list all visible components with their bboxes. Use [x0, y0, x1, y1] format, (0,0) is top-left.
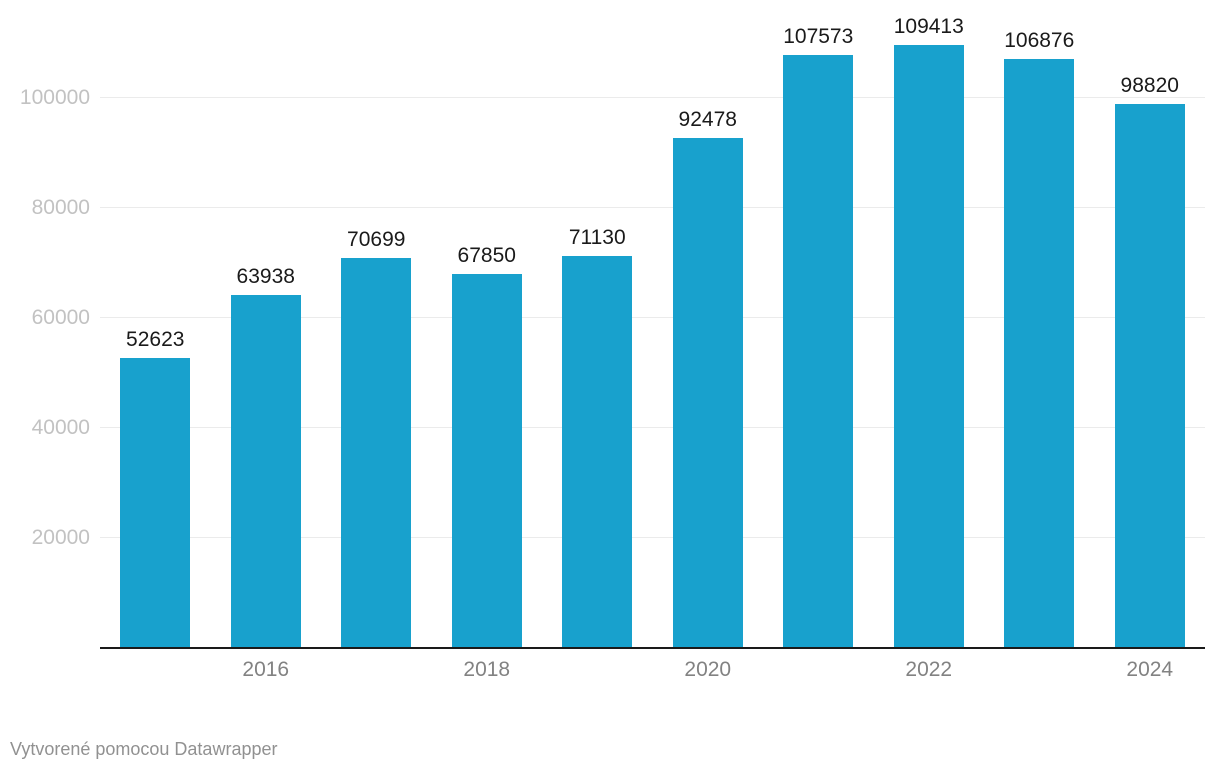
- attribution-text: Vytvorené pomocou Datawrapper: [10, 739, 278, 759]
- bar-group: 52623: [100, 0, 211, 647]
- bar-value-label: 67850: [457, 243, 516, 267]
- bar-group: 63938: [211, 0, 322, 647]
- bar-value-label: 63938: [236, 265, 295, 289]
- bar-2016: [230, 295, 301, 647]
- gridline: [100, 97, 1205, 98]
- bar-value-label: 92478: [678, 108, 737, 132]
- x-axis: 2016 2018 2020 2022 2024: [100, 658, 1205, 686]
- gridline: [100, 317, 1205, 318]
- bar-2022: [893, 45, 964, 647]
- x-tick-label: 2016: [242, 658, 290, 681]
- bar-2018: [451, 273, 522, 647]
- bar-group: 70699: [321, 0, 432, 647]
- y-axis: 20000 40000 60000 80000 100000: [0, 0, 90, 648]
- x-tick-label: 2022: [905, 658, 953, 681]
- bar-group: 92478: [653, 0, 764, 647]
- gridline: [100, 427, 1205, 428]
- x-axis-line: [100, 647, 1205, 649]
- y-tick-label: 100000: [19, 86, 90, 109]
- bar-group: 109413: [874, 0, 985, 647]
- bars-container: 52623 63938 70699 67850 71130 92478 107573 1094…: [100, 0, 1205, 647]
- y-tick-label: 80000: [31, 196, 90, 219]
- bar-group: 106876: [984, 0, 1095, 647]
- y-tick-label: 60000: [31, 306, 90, 329]
- bar-value-label: 52623: [126, 327, 185, 351]
- bar-group: 67850: [432, 0, 543, 647]
- bar-2024: [1114, 103, 1185, 647]
- bar-group: 98820: [1095, 0, 1206, 647]
- bar-group: 71130: [542, 0, 653, 647]
- x-tick-label: 2018: [463, 658, 511, 681]
- y-tick-label: 40000: [31, 416, 90, 439]
- bar-2015: [120, 357, 191, 647]
- bar-2021: [783, 55, 854, 647]
- bar-group: 107573: [763, 0, 874, 647]
- bar-value-label: 70699: [347, 228, 406, 252]
- y-tick-label: 20000: [31, 526, 90, 549]
- plot-area: 52623 63938 70699 67850 71130 92478 107573 1094…: [100, 0, 1205, 648]
- bar-value-label: 107573: [783, 25, 854, 49]
- bar-2017: [341, 258, 412, 647]
- x-tick-label: 2024: [1126, 658, 1174, 681]
- bar-2019: [562, 255, 633, 647]
- bar-2020: [672, 138, 743, 647]
- bar-value-label: 71130: [568, 225, 626, 249]
- gridline: [100, 537, 1205, 538]
- x-tick-label: 2020: [684, 658, 732, 681]
- bar-2023: [1004, 59, 1075, 647]
- bar-value-label: 109413: [893, 15, 964, 39]
- gridline: [100, 207, 1205, 208]
- bar-value-label: 106876: [1004, 29, 1075, 53]
- bar-value-label: 98820: [1120, 73, 1179, 97]
